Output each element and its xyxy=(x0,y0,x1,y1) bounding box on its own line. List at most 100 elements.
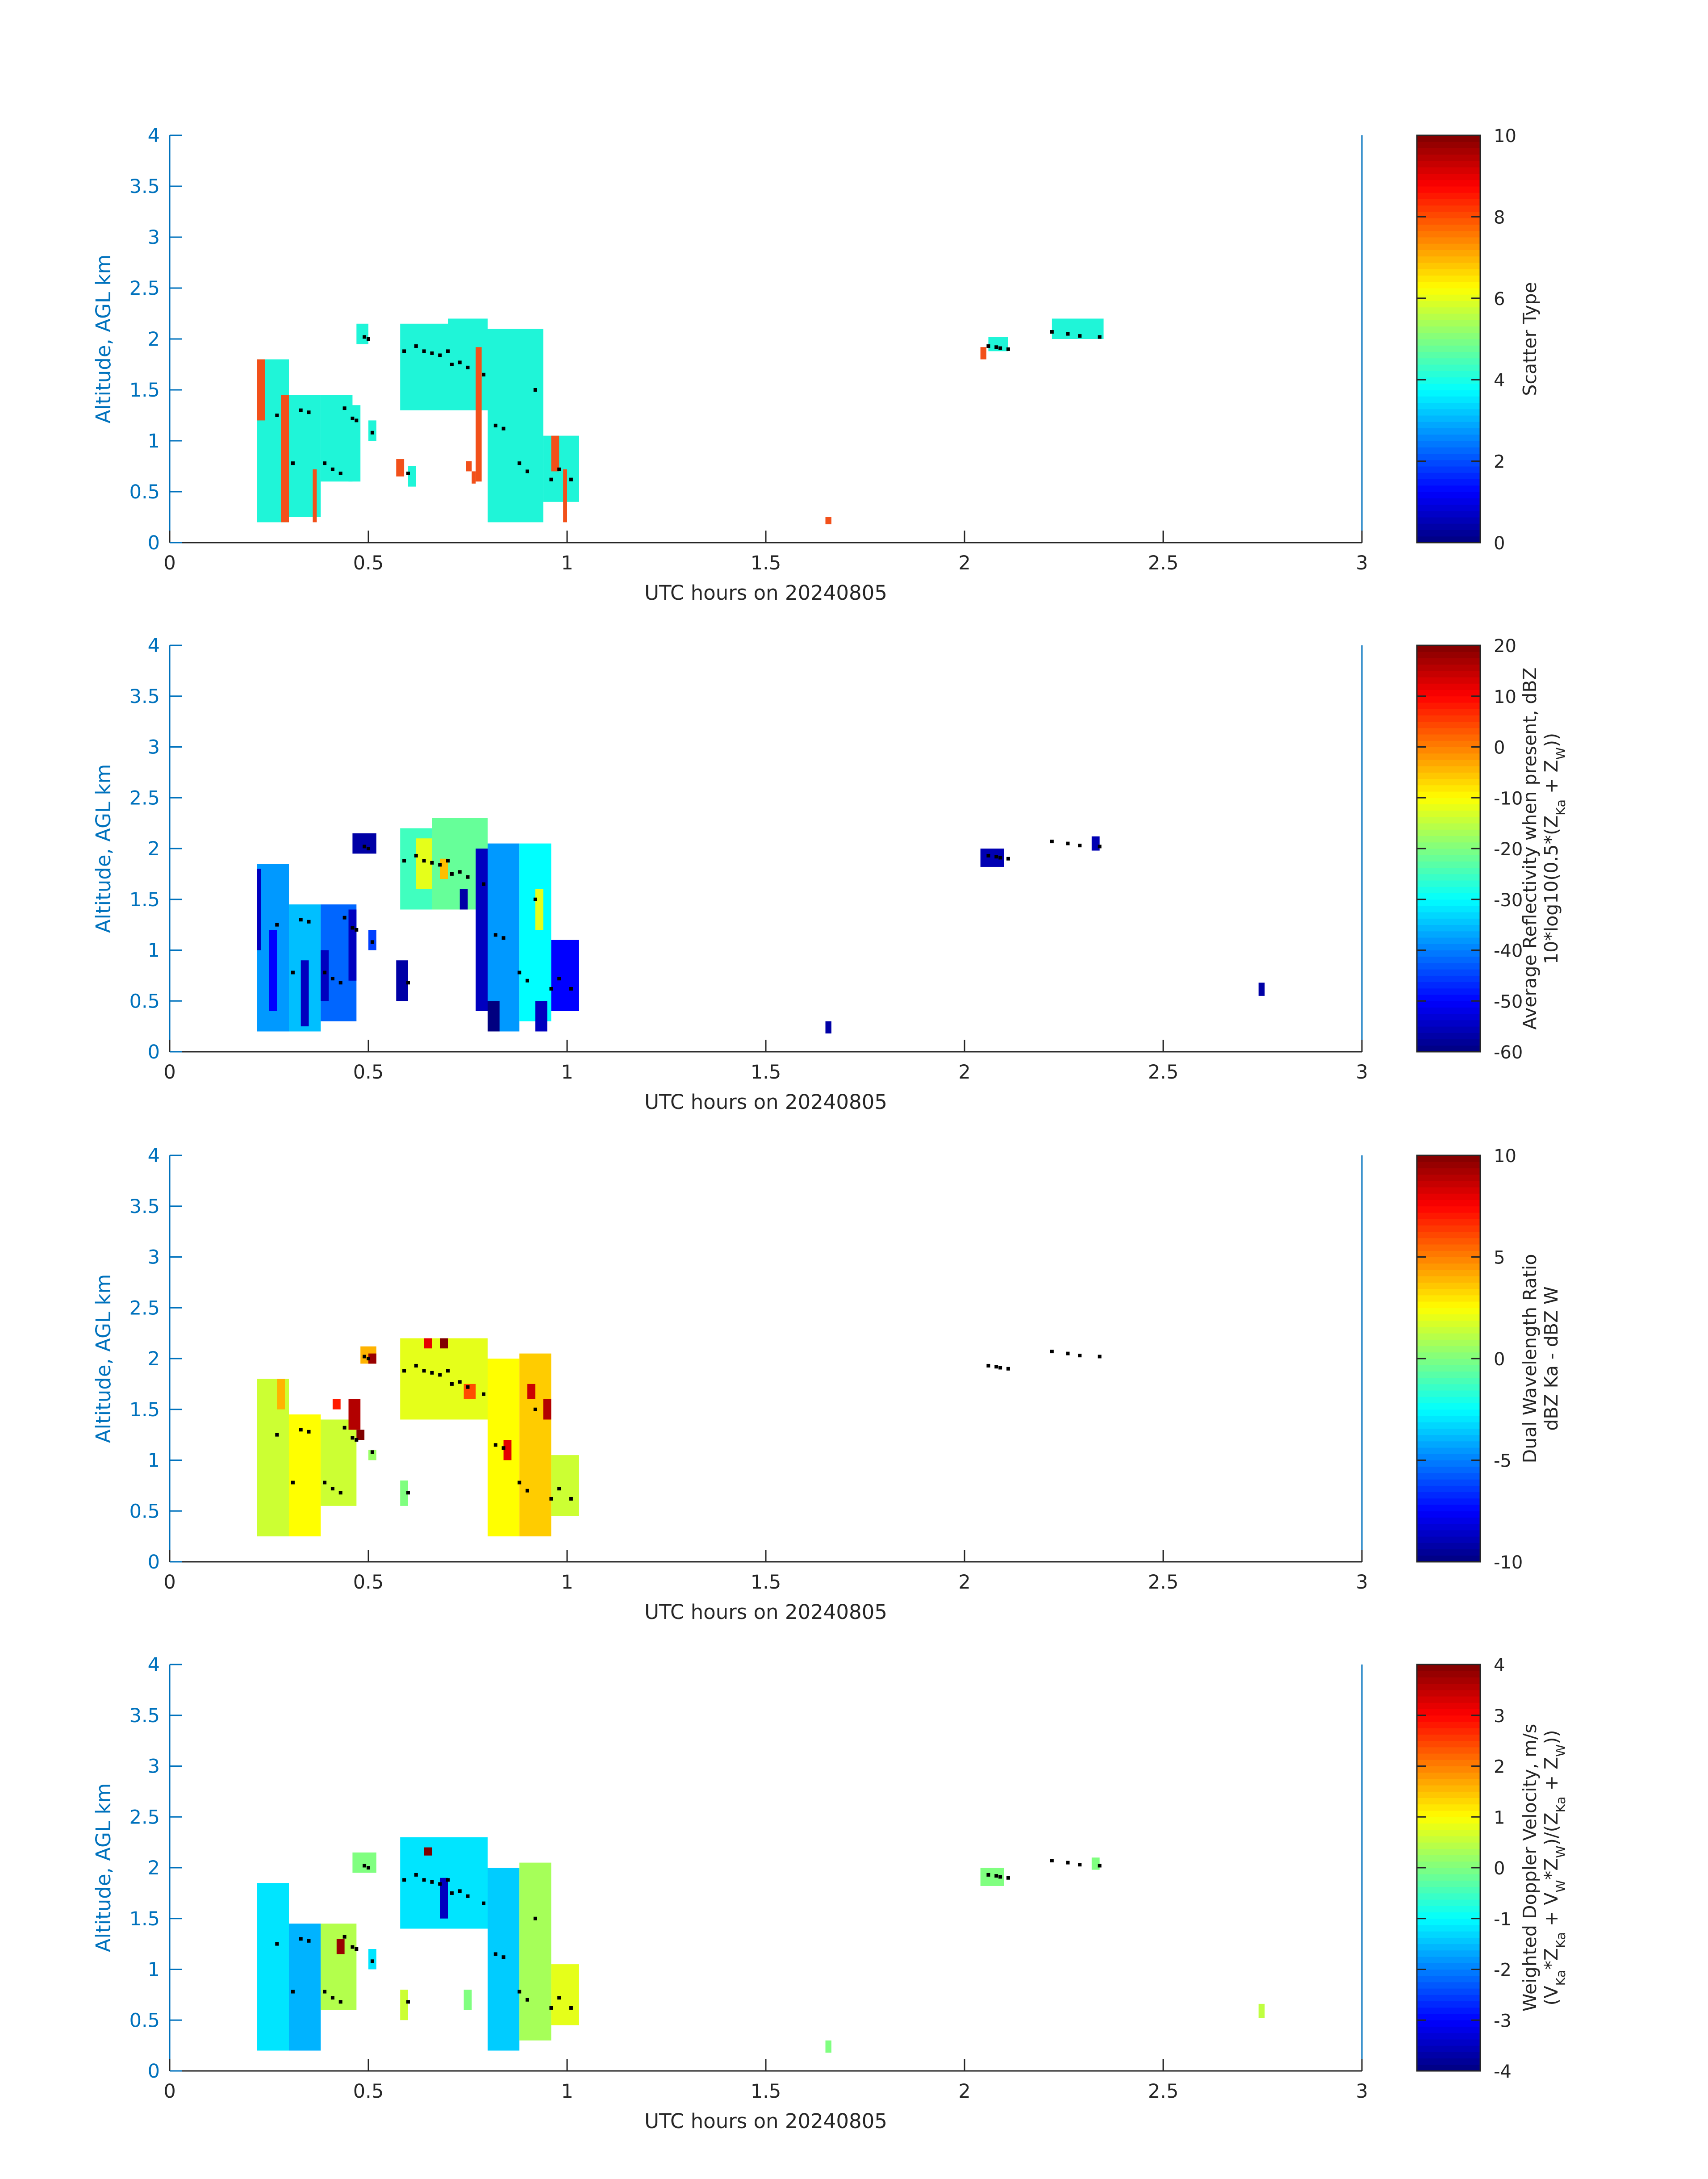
marker-point xyxy=(466,1894,470,1898)
colorbar-segment xyxy=(1417,440,1480,448)
colorbar-segment xyxy=(1417,1320,1480,1327)
colorbar-segment xyxy=(1417,415,1480,422)
colorbar-segment xyxy=(1417,1346,1480,1353)
y-tick-label: 0.5 xyxy=(129,1500,160,1522)
marker-point xyxy=(518,970,522,974)
marker-point xyxy=(291,1990,295,1994)
colorbar-segment xyxy=(1417,491,1480,498)
heatmap-cell xyxy=(336,1939,345,1954)
marker-point xyxy=(299,1428,303,1432)
marker-point xyxy=(1006,1876,1010,1880)
colorbar-segment xyxy=(1417,1428,1480,1435)
marker-point xyxy=(438,353,442,357)
colorbar: -4 -3 -2 -1 0 1 2 3 4 Weighted Doppler Velocity, … xyxy=(1416,1655,1568,2082)
y-tick-label: 4 xyxy=(148,125,160,147)
marker-point xyxy=(406,1491,410,1495)
marker-point xyxy=(533,897,537,901)
cloud-top-markers xyxy=(275,840,1102,991)
colorbar-label-line: 10*log10(0.5*(ZKa + ZW)) xyxy=(1541,733,1568,964)
colorbar-tick-label: 5 xyxy=(1494,1248,1505,1268)
colorbar-segment xyxy=(1417,1510,1480,1518)
x-tick-label: 0 xyxy=(163,2080,175,2103)
heatmap-cell xyxy=(289,1924,321,2051)
colorbar-segment xyxy=(1417,1377,1480,1384)
marker-point xyxy=(291,1481,295,1485)
marker-point xyxy=(518,461,522,465)
marker-point xyxy=(342,406,347,410)
y-tick-label: 3.5 xyxy=(129,176,160,198)
marker-point xyxy=(501,1446,505,1450)
heatmap-cell xyxy=(313,469,317,523)
y-tick-label: 0 xyxy=(148,1041,160,1063)
colorbar-tick-label: -40 xyxy=(1494,941,1523,962)
heatmap-cell xyxy=(464,1990,472,2010)
colorbar-segment xyxy=(1417,332,1480,339)
heatmap-cell xyxy=(1052,318,1104,339)
colorbar-segment xyxy=(1417,1791,1480,1798)
x-tick-label: 0.5 xyxy=(353,1061,384,1083)
colorbar-segment xyxy=(1417,1282,1480,1289)
heatmap-cell xyxy=(535,889,543,930)
heatmap-cell xyxy=(476,849,488,1011)
x-tick-label: 1.5 xyxy=(751,552,781,574)
colorbar-segment xyxy=(1417,1396,1480,1404)
marker-point xyxy=(466,1385,470,1389)
colorbar-segment xyxy=(1417,1893,1480,1900)
marker-point xyxy=(363,1355,367,1359)
marker-point xyxy=(533,1407,537,1411)
heatmap-cell xyxy=(396,960,408,1001)
marker-point xyxy=(355,1947,359,1951)
colorbar-segment xyxy=(1417,753,1480,760)
colorbar-segment xyxy=(1417,651,1480,658)
heatmap-cell xyxy=(356,323,368,344)
marker-point xyxy=(323,1990,327,1994)
heatmap-cells xyxy=(257,318,1104,524)
marker-point xyxy=(338,1491,342,1495)
heatmap-cell xyxy=(476,347,482,482)
colorbar-segment xyxy=(1417,186,1480,193)
heatmap-cell xyxy=(424,1847,432,1856)
colorbar-segment xyxy=(1417,829,1480,836)
colorbar-segment xyxy=(1417,141,1480,148)
marker-point xyxy=(986,853,990,857)
marker-point xyxy=(370,1959,374,1963)
heatmap-cell xyxy=(321,950,329,1001)
colorbar-segment xyxy=(1417,1193,1480,1200)
heatmap-cell xyxy=(348,1399,361,1430)
colorbar-segment xyxy=(1417,268,1480,276)
heatmap-cell xyxy=(348,405,361,482)
colorbar-segment xyxy=(1417,1721,1480,1728)
colorbar-label: Average Reflectivity when present, dBZ 10… xyxy=(1519,667,1568,1029)
colorbar-segment xyxy=(1417,690,1480,697)
y-tick-label: 2.5 xyxy=(129,277,160,300)
colorbar-segment xyxy=(1417,339,1480,346)
marker-point xyxy=(518,1481,522,1485)
colorbar-segment xyxy=(1417,498,1480,505)
colorbar-tick-label: 2 xyxy=(1494,1757,1505,1777)
colorbar-segment xyxy=(1417,1969,1480,1976)
colorbar-segment xyxy=(1417,861,1480,868)
colorbar-segment xyxy=(1417,154,1480,161)
colorbar-segment xyxy=(1417,670,1480,678)
x-axis-label: UTC hours on 20240805 xyxy=(644,1090,887,1114)
colorbar-segment xyxy=(1417,288,1480,295)
colorbar-segment xyxy=(1417,1032,1480,1040)
colorbar-tick-label: 0 xyxy=(1494,738,1505,758)
heatmap-cell xyxy=(825,517,831,524)
colorbar-segment xyxy=(1417,1727,1480,1735)
colorbar-segment xyxy=(1417,1766,1480,1773)
marker-point xyxy=(482,372,486,376)
marker-point xyxy=(299,1937,303,1941)
y-tick-label: 0 xyxy=(148,2060,160,2083)
cloud-top-markers xyxy=(275,330,1102,481)
x-tick-label: 2 xyxy=(958,552,970,574)
heatmap-cell xyxy=(368,420,376,441)
colorbar-segment xyxy=(1417,657,1480,665)
heatmap-cell xyxy=(519,1353,551,1537)
marker-point xyxy=(414,1363,418,1368)
colorbar-tick-label: 10 xyxy=(1494,687,1516,707)
heatmap-cell xyxy=(503,1440,512,1460)
colorbar-segment xyxy=(1417,1982,1480,1989)
colorbar-tick-label: -10 xyxy=(1494,788,1523,809)
